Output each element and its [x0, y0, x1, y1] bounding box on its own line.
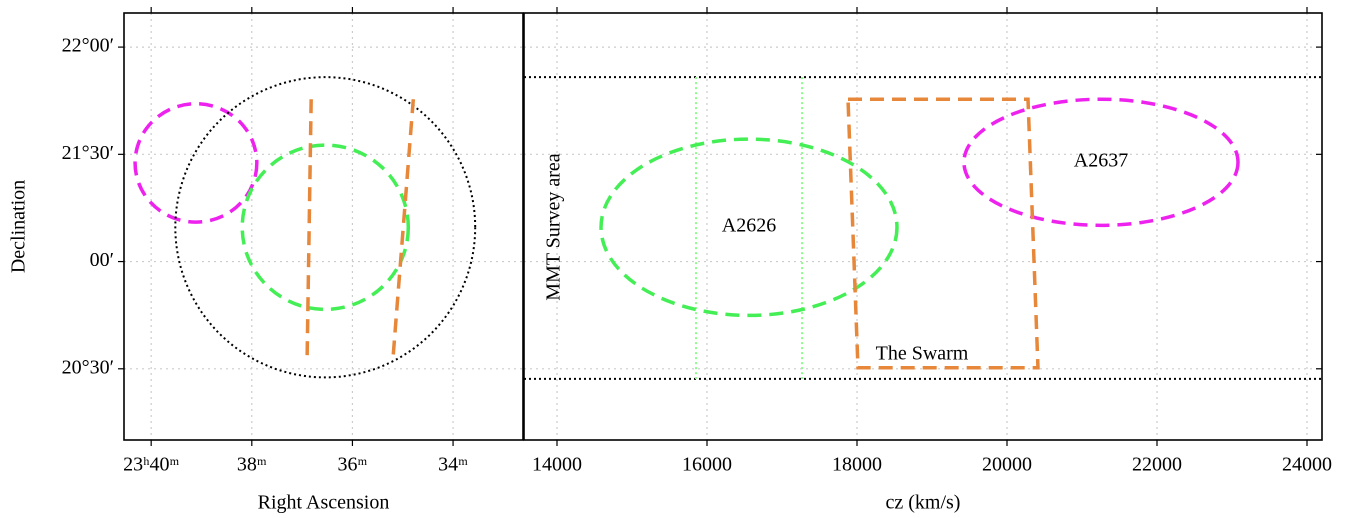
- line-region: [846, 97, 1040, 370]
- ellipse-region: [962, 97, 1240, 228]
- x-tick-label: 20000: [982, 454, 1032, 476]
- ellipse-region: [133, 101, 259, 224]
- y-tick-label: 20°30′: [62, 356, 114, 378]
- y-tick-label: 22°00′: [62, 35, 114, 57]
- x-tick-label: 23ʰ40ᵐ: [123, 454, 179, 476]
- x-axis-label: cz (km/s): [886, 492, 961, 514]
- axes-frame: [523, 12, 1323, 441]
- annotation: MMT Survey area: [543, 153, 565, 300]
- line-region: [391, 99, 416, 356]
- ellipse-region: [240, 143, 411, 312]
- line-region: [305, 99, 313, 356]
- x-tick-label: 34ᵐ: [438, 454, 468, 476]
- y-tick-label: 21°30′: [62, 142, 114, 164]
- x-tick-label: 38ᵐ: [237, 454, 267, 476]
- x-axis-label: Right Ascension: [258, 492, 390, 514]
- x-tick-label: 18000: [832, 454, 882, 476]
- annotation: A2626: [722, 215, 776, 237]
- x-tick-label: 16000: [682, 454, 732, 476]
- x-tick-label: 14000: [532, 454, 582, 476]
- annotation: A2637: [1074, 150, 1128, 172]
- y-tick-label: 00′: [90, 249, 114, 271]
- x-tick-label: 24000: [1282, 454, 1332, 476]
- x-tick-label: 36ᵐ: [338, 454, 368, 476]
- axes-frame: [123, 12, 524, 441]
- x-tick-label: 22000: [1132, 454, 1182, 476]
- y-axis-label: Declination: [8, 180, 30, 273]
- ellipse-region: [174, 76, 477, 379]
- annotation: The Swarm: [876, 343, 969, 365]
- ellipse-region: [599, 137, 899, 318]
